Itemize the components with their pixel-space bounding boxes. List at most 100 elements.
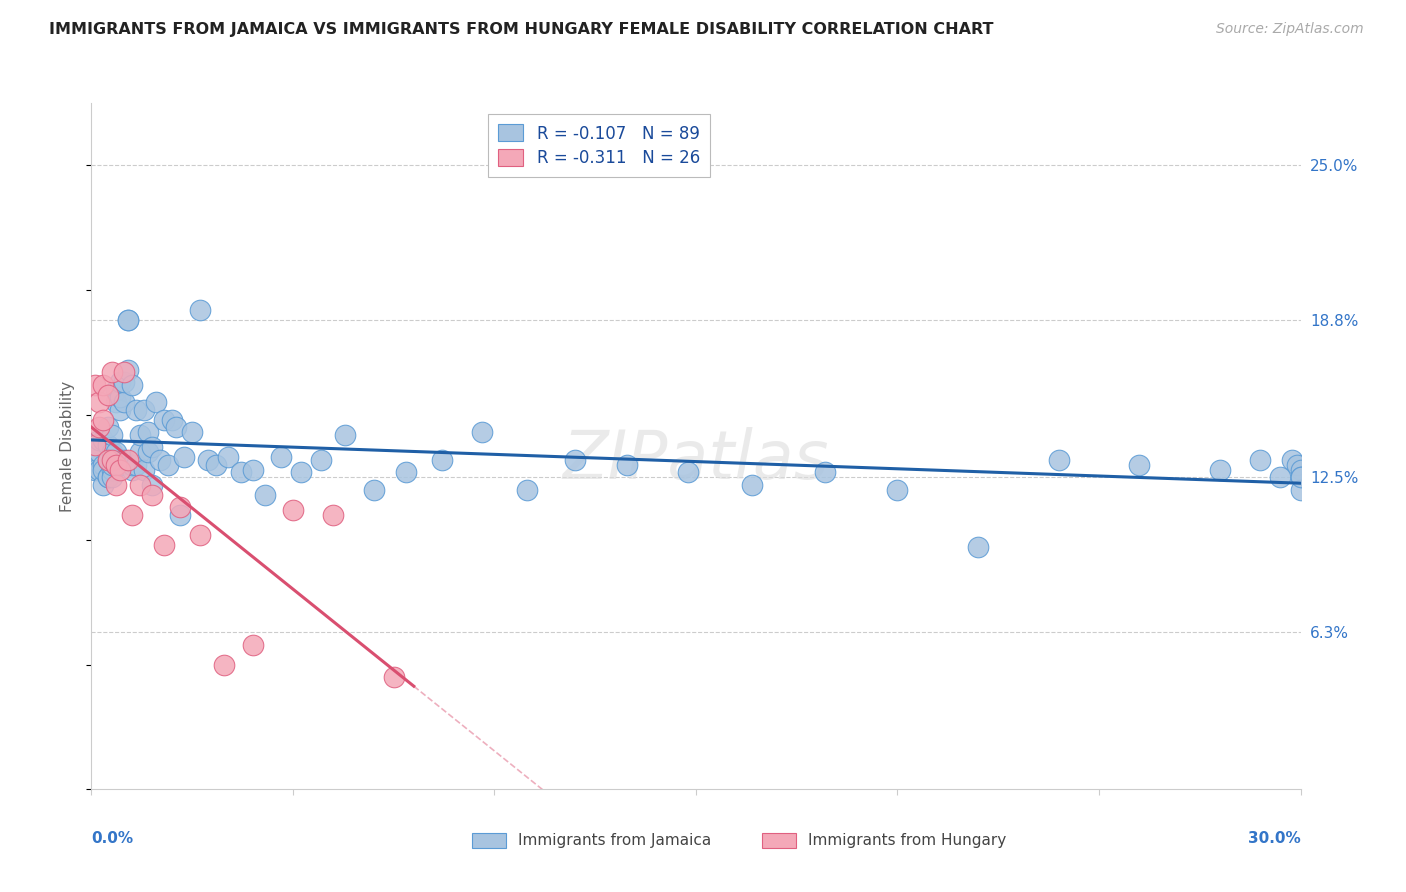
Point [108, 390, 131, 404]
Point [93, 463, 115, 477]
Point [96, 470, 118, 484]
Point [1289, 463, 1312, 477]
Point [112, 452, 135, 467]
Point [112, 376, 135, 390]
Point [814, 465, 837, 479]
Point [108, 402, 131, 417]
Point [132, 463, 155, 477]
Point [96, 470, 118, 484]
Point [128, 477, 150, 491]
Point [242, 463, 264, 477]
Point [112, 365, 135, 379]
Point [136, 445, 159, 459]
Point [104, 383, 127, 397]
Point [181, 425, 204, 440]
Point [188, 302, 211, 317]
Point [104, 458, 127, 472]
Point [253, 488, 276, 502]
Point [242, 638, 264, 652]
Point [141, 488, 163, 502]
Point [117, 313, 139, 327]
Point [430, 452, 453, 467]
Point [616, 458, 638, 472]
Point [100, 452, 122, 467]
Point [121, 458, 143, 472]
Point [156, 458, 179, 472]
Point [104, 477, 127, 491]
Point [84, 463, 107, 477]
Point [89, 433, 111, 447]
Point [967, 540, 990, 554]
Point [309, 452, 332, 467]
Point [153, 413, 176, 427]
Point [96, 388, 118, 402]
Point [1209, 463, 1232, 477]
Point [169, 508, 191, 522]
Point [741, 477, 763, 491]
Point [93, 477, 115, 491]
Point [676, 465, 699, 479]
Point [270, 450, 292, 465]
Point [104, 458, 127, 472]
Text: IMMIGRANTS FROM JAMAICA VS IMMIGRANTS FROM HUNGARY FEMALE DISABILITY CORRELATION: IMMIGRANTS FROM JAMAICA VS IMMIGRANTS FR… [49, 22, 994, 37]
Point [96, 452, 118, 467]
Point [125, 402, 148, 417]
Point [173, 450, 195, 465]
Point [1289, 470, 1312, 484]
Point [322, 508, 344, 522]
Point [1270, 470, 1292, 484]
FancyBboxPatch shape [472, 833, 506, 848]
Point [121, 377, 143, 392]
Point [84, 438, 107, 452]
Point [96, 420, 118, 434]
Y-axis label: Female Disability: Female Disability [60, 380, 76, 512]
Text: Immigrants from Hungary: Immigrants from Hungary [808, 833, 1007, 848]
Point [214, 657, 236, 672]
Point [128, 445, 150, 459]
Point [104, 445, 127, 459]
Point [395, 465, 418, 479]
Point [1281, 452, 1303, 467]
Point [1128, 458, 1150, 472]
Point [100, 445, 122, 459]
Point [121, 508, 143, 522]
Point [1289, 470, 1312, 484]
Point [100, 470, 122, 484]
Point [363, 483, 385, 497]
Point [516, 483, 538, 497]
Point [141, 477, 163, 491]
Legend: R = -0.107   N = 89, R = -0.311   N = 26: R = -0.107 N = 89, R = -0.311 N = 26 [488, 114, 710, 178]
Point [1047, 452, 1070, 467]
Point [89, 463, 111, 477]
Point [117, 452, 139, 467]
Text: 30.0%: 30.0% [1247, 830, 1301, 846]
Point [165, 420, 187, 434]
Point [100, 427, 122, 442]
Point [96, 438, 118, 452]
Point [290, 465, 312, 479]
Point [93, 433, 115, 447]
Point [108, 376, 131, 390]
Text: Immigrants from Jamaica: Immigrants from Jamaica [519, 833, 711, 848]
Point [160, 413, 183, 427]
Point [229, 465, 252, 479]
Point [117, 313, 139, 327]
Point [281, 502, 304, 516]
Point [1285, 458, 1308, 472]
Text: ZIPatlas: ZIPatlas [562, 426, 830, 492]
Point [108, 463, 131, 477]
Point [89, 420, 111, 434]
Point [169, 500, 191, 515]
Point [886, 483, 908, 497]
Point [93, 413, 115, 427]
Point [145, 395, 167, 409]
Point [382, 670, 405, 684]
Point [335, 427, 357, 442]
Text: Source: ZipAtlas.com: Source: ZipAtlas.com [1216, 22, 1364, 37]
Point [89, 445, 111, 459]
Point [141, 440, 163, 454]
Point [112, 395, 135, 409]
Point [93, 377, 115, 392]
Point [1289, 483, 1312, 497]
Point [100, 458, 122, 472]
